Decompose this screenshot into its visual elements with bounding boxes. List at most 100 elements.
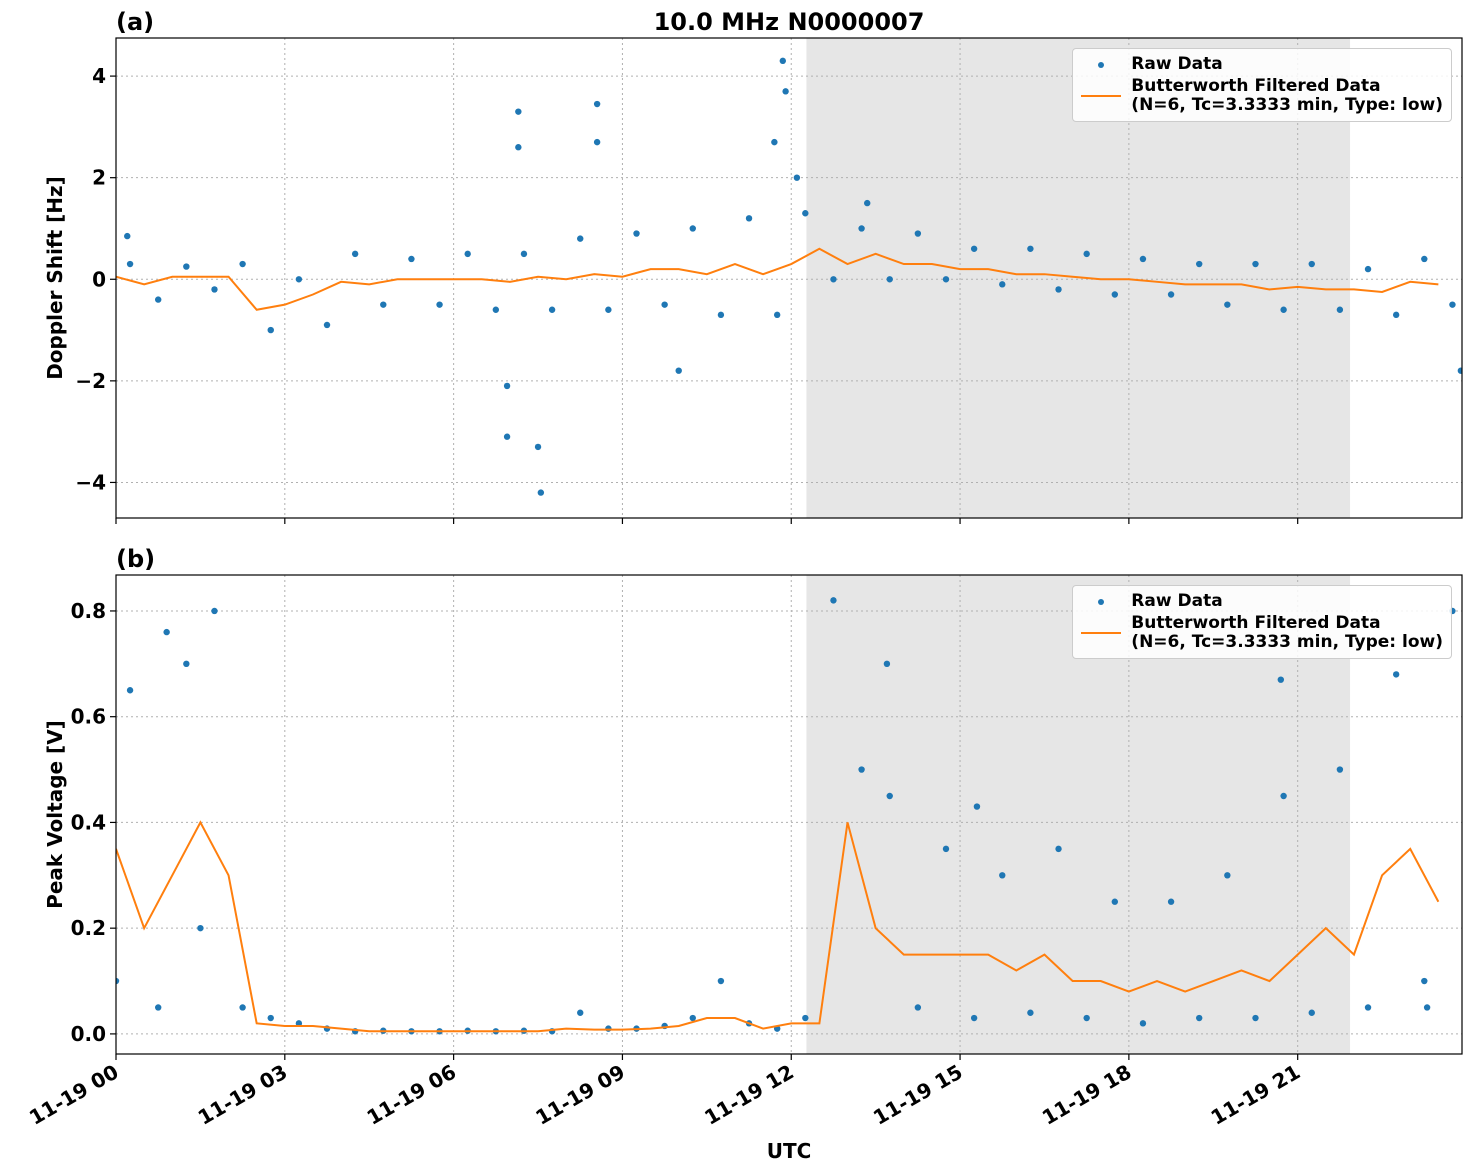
x-tick-label: 11-19 21: [1207, 1060, 1305, 1130]
x-tick-label: 11-19 12: [700, 1060, 798, 1130]
axes-frame: [115, 37, 1463, 519]
raw-point: [1224, 872, 1231, 879]
raw-point: [830, 276, 837, 283]
chart-title: 10.0 MHz N0000007: [654, 8, 925, 36]
raw-point: [886, 792, 893, 800]
raw-point: [436, 301, 443, 308]
raw-point: [1196, 260, 1203, 268]
raw-point: [771, 138, 778, 146]
raw-point: [858, 225, 865, 232]
legend-marker: [1081, 95, 1122, 97]
raw-point: [1308, 260, 1315, 268]
raw-point: [1252, 260, 1259, 268]
raw-point: [211, 607, 218, 615]
y-tick-label: −4: [75, 470, 106, 494]
legend-label: Butterworth Filtered Data (N=6, Tc=3.333…: [1131, 76, 1443, 115]
raw-point: [1421, 255, 1428, 263]
legend-item: Butterworth Filtered Data (N=6, Tc=3.333…: [1081, 614, 1443, 652]
legend-item: Raw Data: [1081, 55, 1443, 75]
y-tick-label: 0.6: [71, 705, 106, 729]
raw-point: [1055, 286, 1062, 293]
raw-point: [779, 57, 787, 65]
raw-point: [351, 250, 359, 258]
raw-point: [605, 306, 612, 313]
y-tick-label: 2: [92, 166, 106, 190]
x-tick-label: 11-19 09: [531, 1060, 629, 1130]
raw-point: [1139, 1020, 1147, 1027]
panel-label: (b): [116, 545, 155, 573]
raw-point: [520, 250, 528, 258]
raw-point: [1027, 1009, 1034, 1016]
raw-point: [1364, 265, 1372, 273]
y-tick-label: 0.0: [71, 1022, 106, 1046]
raw-point: [793, 174, 801, 181]
raw-point: [1277, 676, 1285, 683]
raw-point: [323, 321, 331, 329]
raw-point: [1167, 898, 1175, 905]
raw-point: [1336, 306, 1344, 313]
raw-point: [163, 628, 170, 636]
raw-point: [1280, 306, 1287, 313]
raw-point: [773, 311, 781, 319]
x-tick-label: 11-19 06: [363, 1060, 461, 1130]
raw-point: [883, 660, 891, 668]
raw-point: [999, 281, 1006, 288]
panel-label: (a): [116, 8, 154, 36]
legend: Raw Data Butterworth Filtered Data (N=6, …: [1072, 585, 1452, 659]
raw-point: [1392, 671, 1400, 678]
raw-point: [914, 1004, 922, 1011]
raw-point: [717, 977, 725, 985]
raw-point: [942, 845, 950, 853]
x-tick-label: 11-19 00: [25, 1060, 123, 1130]
y-tick-label: 0.2: [71, 916, 106, 940]
raw-point: [745, 215, 753, 222]
raw-point: [661, 301, 668, 308]
raw-point: [1083, 250, 1090, 258]
x-tick-label: 11-19 03: [194, 1060, 292, 1130]
filtered-line: [116, 820, 1440, 1033]
axes-frame: [115, 574, 1463, 1055]
raw-point: [1196, 1014, 1203, 1022]
raw-point: [1111, 291, 1119, 298]
raw-point: [515, 108, 522, 115]
legend-marker: [1081, 632, 1122, 634]
raw-point: [197, 924, 204, 932]
raw-point: [1224, 301, 1231, 308]
y-axis-label: Doppler Shift [Hz]: [43, 176, 67, 380]
raw-point: [183, 263, 190, 270]
raw-point: [593, 100, 601, 108]
raw-point: [211, 286, 218, 293]
raw-point: [380, 301, 387, 308]
raw-point: [295, 276, 303, 283]
raw-point: [1336, 766, 1344, 773]
legend: Raw Data Butterworth Filtered Data (N=6, …: [1072, 48, 1452, 122]
raw-point: [675, 367, 682, 374]
raw-point: [802, 1014, 809, 1022]
raw-point: [1364, 1004, 1372, 1011]
y-tick-label: 0: [92, 267, 106, 291]
raw-point: [577, 1009, 584, 1016]
raw-point: [548, 306, 556, 313]
raw-point: [605, 1025, 612, 1032]
raw-point: [464, 250, 471, 258]
raw-point: [593, 138, 601, 146]
plot-area: [116, 57, 1462, 496]
legend-item: Butterworth Filtered Data (N=6, Tc=3.333…: [1081, 77, 1443, 115]
raw-point: [267, 1014, 274, 1022]
raw-point: [492, 306, 500, 313]
y-tick-label: 0.8: [71, 599, 106, 623]
y-tick-label: 4: [92, 64, 106, 88]
raw-point: [116, 977, 120, 985]
raw-point: [537, 489, 545, 496]
raw-point: [295, 1020, 303, 1027]
x-axis-label: UTC: [767, 1139, 812, 1163]
legend-symbol: [1081, 592, 1121, 612]
y-tick-label: −2: [75, 369, 106, 393]
legend-marker: [1098, 62, 1105, 68]
legend-symbol: [1081, 55, 1121, 75]
raw-point: [155, 1004, 162, 1011]
raw-point: [577, 235, 584, 242]
raw-point: [973, 803, 981, 810]
raw-point: [1308, 1009, 1315, 1016]
